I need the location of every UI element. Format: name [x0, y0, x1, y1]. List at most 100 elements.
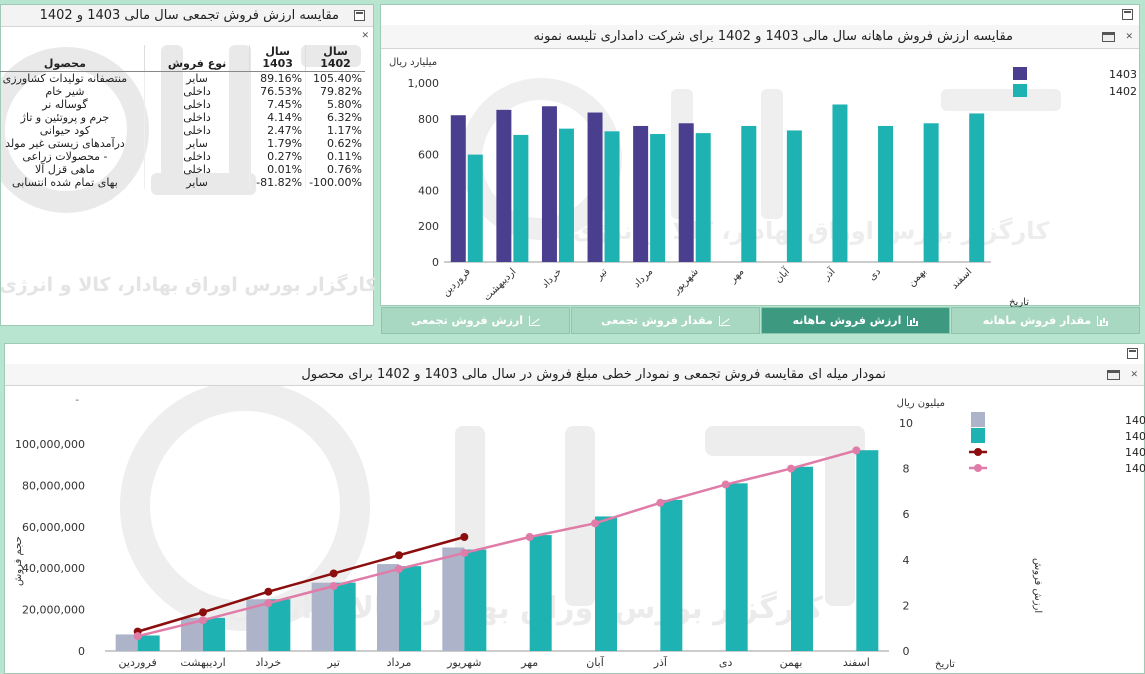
- y-tick-label: 60,000,000: [22, 521, 85, 534]
- legend-swatch: [1013, 84, 1027, 97]
- x-tick-label: مرداد: [387, 656, 412, 669]
- x-tick-label: اردیبهشت: [180, 656, 225, 669]
- bar-1402: [856, 450, 879, 651]
- bar-1403: [442, 547, 465, 651]
- y2-tick-label: 2: [903, 599, 910, 612]
- y2-tick-label: 4: [903, 554, 910, 567]
- print-icon[interactable]: [1102, 32, 1115, 42]
- bar-1402: [604, 131, 620, 262]
- legend-swatch: [971, 412, 985, 427]
- bar-1402: [137, 635, 160, 651]
- line-point: [199, 616, 207, 625]
- line-point: [329, 569, 338, 578]
- bar-1403: [587, 112, 603, 262]
- x-tick-label: خرداد: [540, 266, 564, 290]
- tab-cumulative-quantity[interactable]: مقدار فروش تجمعی: [571, 307, 760, 334]
- y-tick-label: 200: [418, 220, 439, 233]
- cell-value-1402: 1.17%: [305, 124, 365, 137]
- y2-axis-label: ارزش فروش: [1032, 558, 1043, 613]
- maximize-icon[interactable]: [1127, 348, 1138, 359]
- tab-monthly-value[interactable]: ارزش فروش ماهانه: [761, 307, 950, 334]
- cell-sale-type: داخلی: [143, 150, 250, 163]
- column-header-product[interactable]: محصول: [0, 45, 145, 72]
- bar-1402: [786, 130, 802, 262]
- cell-sale-type: سایر: [143, 71, 250, 85]
- x-tick-label: اسفند: [949, 266, 974, 291]
- cell-value-1403: -81.82%: [249, 176, 306, 189]
- x-tick-label: بهمن: [906, 266, 928, 288]
- x-axis-label: تاریخ: [935, 659, 955, 670]
- bar-1402: [650, 134, 666, 262]
- line-chart-icon: [718, 315, 730, 326]
- y2-axis-unit: میلیون ریال: [897, 398, 945, 409]
- line-point: [852, 446, 861, 455]
- y-tick-label: 20,000,000: [22, 604, 85, 617]
- chart-tabs: مقدار فروش ماهانه ارزش فروش ماهانه مقدار…: [380, 307, 1140, 334]
- line-point: [264, 587, 273, 596]
- table-row[interactable]: 0.76% 0.01% داخلی ماهی قزل آلا: [0, 163, 365, 176]
- bar-1403: [377, 564, 399, 651]
- bar-1403: [115, 634, 138, 651]
- tab-cumulative-value[interactable]: ارزش فروش تجمعی: [381, 307, 570, 334]
- table-panel: مقایسه ارزش فروش تجمعی سال مالی 1403 و 1…: [0, 4, 375, 326]
- cell-value-1403: 89.16%: [249, 71, 306, 85]
- bar-1402: [399, 566, 421, 651]
- y-tick-label: 100,000,000: [15, 438, 85, 451]
- column-header-sale-type[interactable]: نوع فروش: [143, 45, 250, 72]
- table-row[interactable]: 6.32% 4.14% داخلی جرم و پروتئین و تاژ: [0, 111, 365, 124]
- y-axis-label: حجم فروش: [13, 536, 24, 586]
- column-header-year-1402[interactable]: سال 1402: [305, 45, 365, 72]
- cell-product: گوساله نر: [0, 98, 145, 111]
- line-point: [199, 608, 207, 617]
- x-tick-label: شهریور: [446, 656, 481, 669]
- table-row[interactable]: 5.80% 7.45% داخلی گوساله نر: [0, 98, 365, 111]
- cell-value-1403: 1.79%: [249, 137, 306, 150]
- legend-label: حجم فروش تجمعی 1402: [1125, 430, 1145, 443]
- y-tick-label: 600: [418, 149, 439, 162]
- cell-product: ماهی قزل آلا: [0, 163, 145, 176]
- table-row[interactable]: 1.17% 2.47% داخلی کود حیوانی: [0, 124, 365, 137]
- clear-filter-icon[interactable]: ✕: [361, 31, 369, 41]
- bar-1402: [660, 499, 683, 651]
- cell-product: شیر خام: [0, 85, 145, 98]
- print-icon[interactable]: [1107, 370, 1120, 380]
- x-tick-label: مهر: [727, 266, 746, 285]
- column-header-year-1403[interactable]: سال 1403: [249, 45, 306, 72]
- maximize-icon[interactable]: [354, 10, 365, 21]
- cell-value-1402: 5.80%: [305, 98, 365, 111]
- line-point: [329, 582, 338, 591]
- y-tick-label: 800: [418, 113, 439, 126]
- table-row[interactable]: 0.62% 1.79% سایر درآمدهای زیستی غیر مولد: [0, 137, 365, 150]
- cumulative-chart-panel: نمودار میله ای مقایسه فروش تجمعی و نمودا…: [4, 343, 1145, 674]
- bar-1402: [529, 535, 552, 651]
- tab-monthly-quantity[interactable]: مقدار فروش ماهانه: [951, 307, 1140, 334]
- cell-value-1402: 0.76%: [305, 163, 365, 176]
- y-axis-dash: -: [75, 395, 79, 406]
- table-panel-title: مقایسه ارزش فروش تجمعی سال مالی 1403 و 1…: [1, 5, 373, 27]
- y-tick-label: 80,000,000: [22, 479, 85, 492]
- clear-filter-icon[interactable]: ✕: [1130, 370, 1138, 380]
- y-tick-label: 1,000: [408, 77, 440, 90]
- watermark-shape: [120, 386, 370, 631]
- x-tick-label: تیر: [593, 266, 610, 283]
- x-tick-label: اسفند: [843, 656, 870, 669]
- cell-sale-type: داخلی: [143, 98, 250, 111]
- y2-tick-label: 8: [903, 463, 910, 476]
- clear-filter-icon[interactable]: ✕: [1125, 32, 1133, 42]
- table-row[interactable]: 79.82% 76.53% داخلی شیر خام: [0, 85, 365, 98]
- cell-value-1402: -100.00%: [305, 176, 365, 189]
- bar-1402: [878, 125, 894, 263]
- bar-1402: [969, 113, 985, 263]
- cell-sale-type: داخلی: [143, 163, 250, 176]
- cell-value-1402: 79.82%: [305, 85, 365, 98]
- y-tick-label: 40,000,000: [22, 562, 85, 575]
- watermark-text: کارگزار بورس اوراق بهادار، کالا و انرژی: [1, 273, 375, 296]
- table-row[interactable]: 105.40% 89.16% سایر منتصفانه تولیدات کشاورز…: [0, 71, 365, 85]
- line-point: [460, 548, 469, 557]
- legend-label: سال مالی 1402: [1109, 85, 1141, 98]
- table-row[interactable]: 0.11% 0.27% داخلی - محصولات زراعی: [0, 150, 365, 163]
- line-point: [395, 551, 403, 560]
- table-row[interactable]: -100.00% -81.82% سایر بهای تمام شده انتسابی: [0, 176, 365, 189]
- maximize-icon[interactable]: [1122, 9, 1133, 20]
- x-tick-label: دی: [867, 266, 883, 282]
